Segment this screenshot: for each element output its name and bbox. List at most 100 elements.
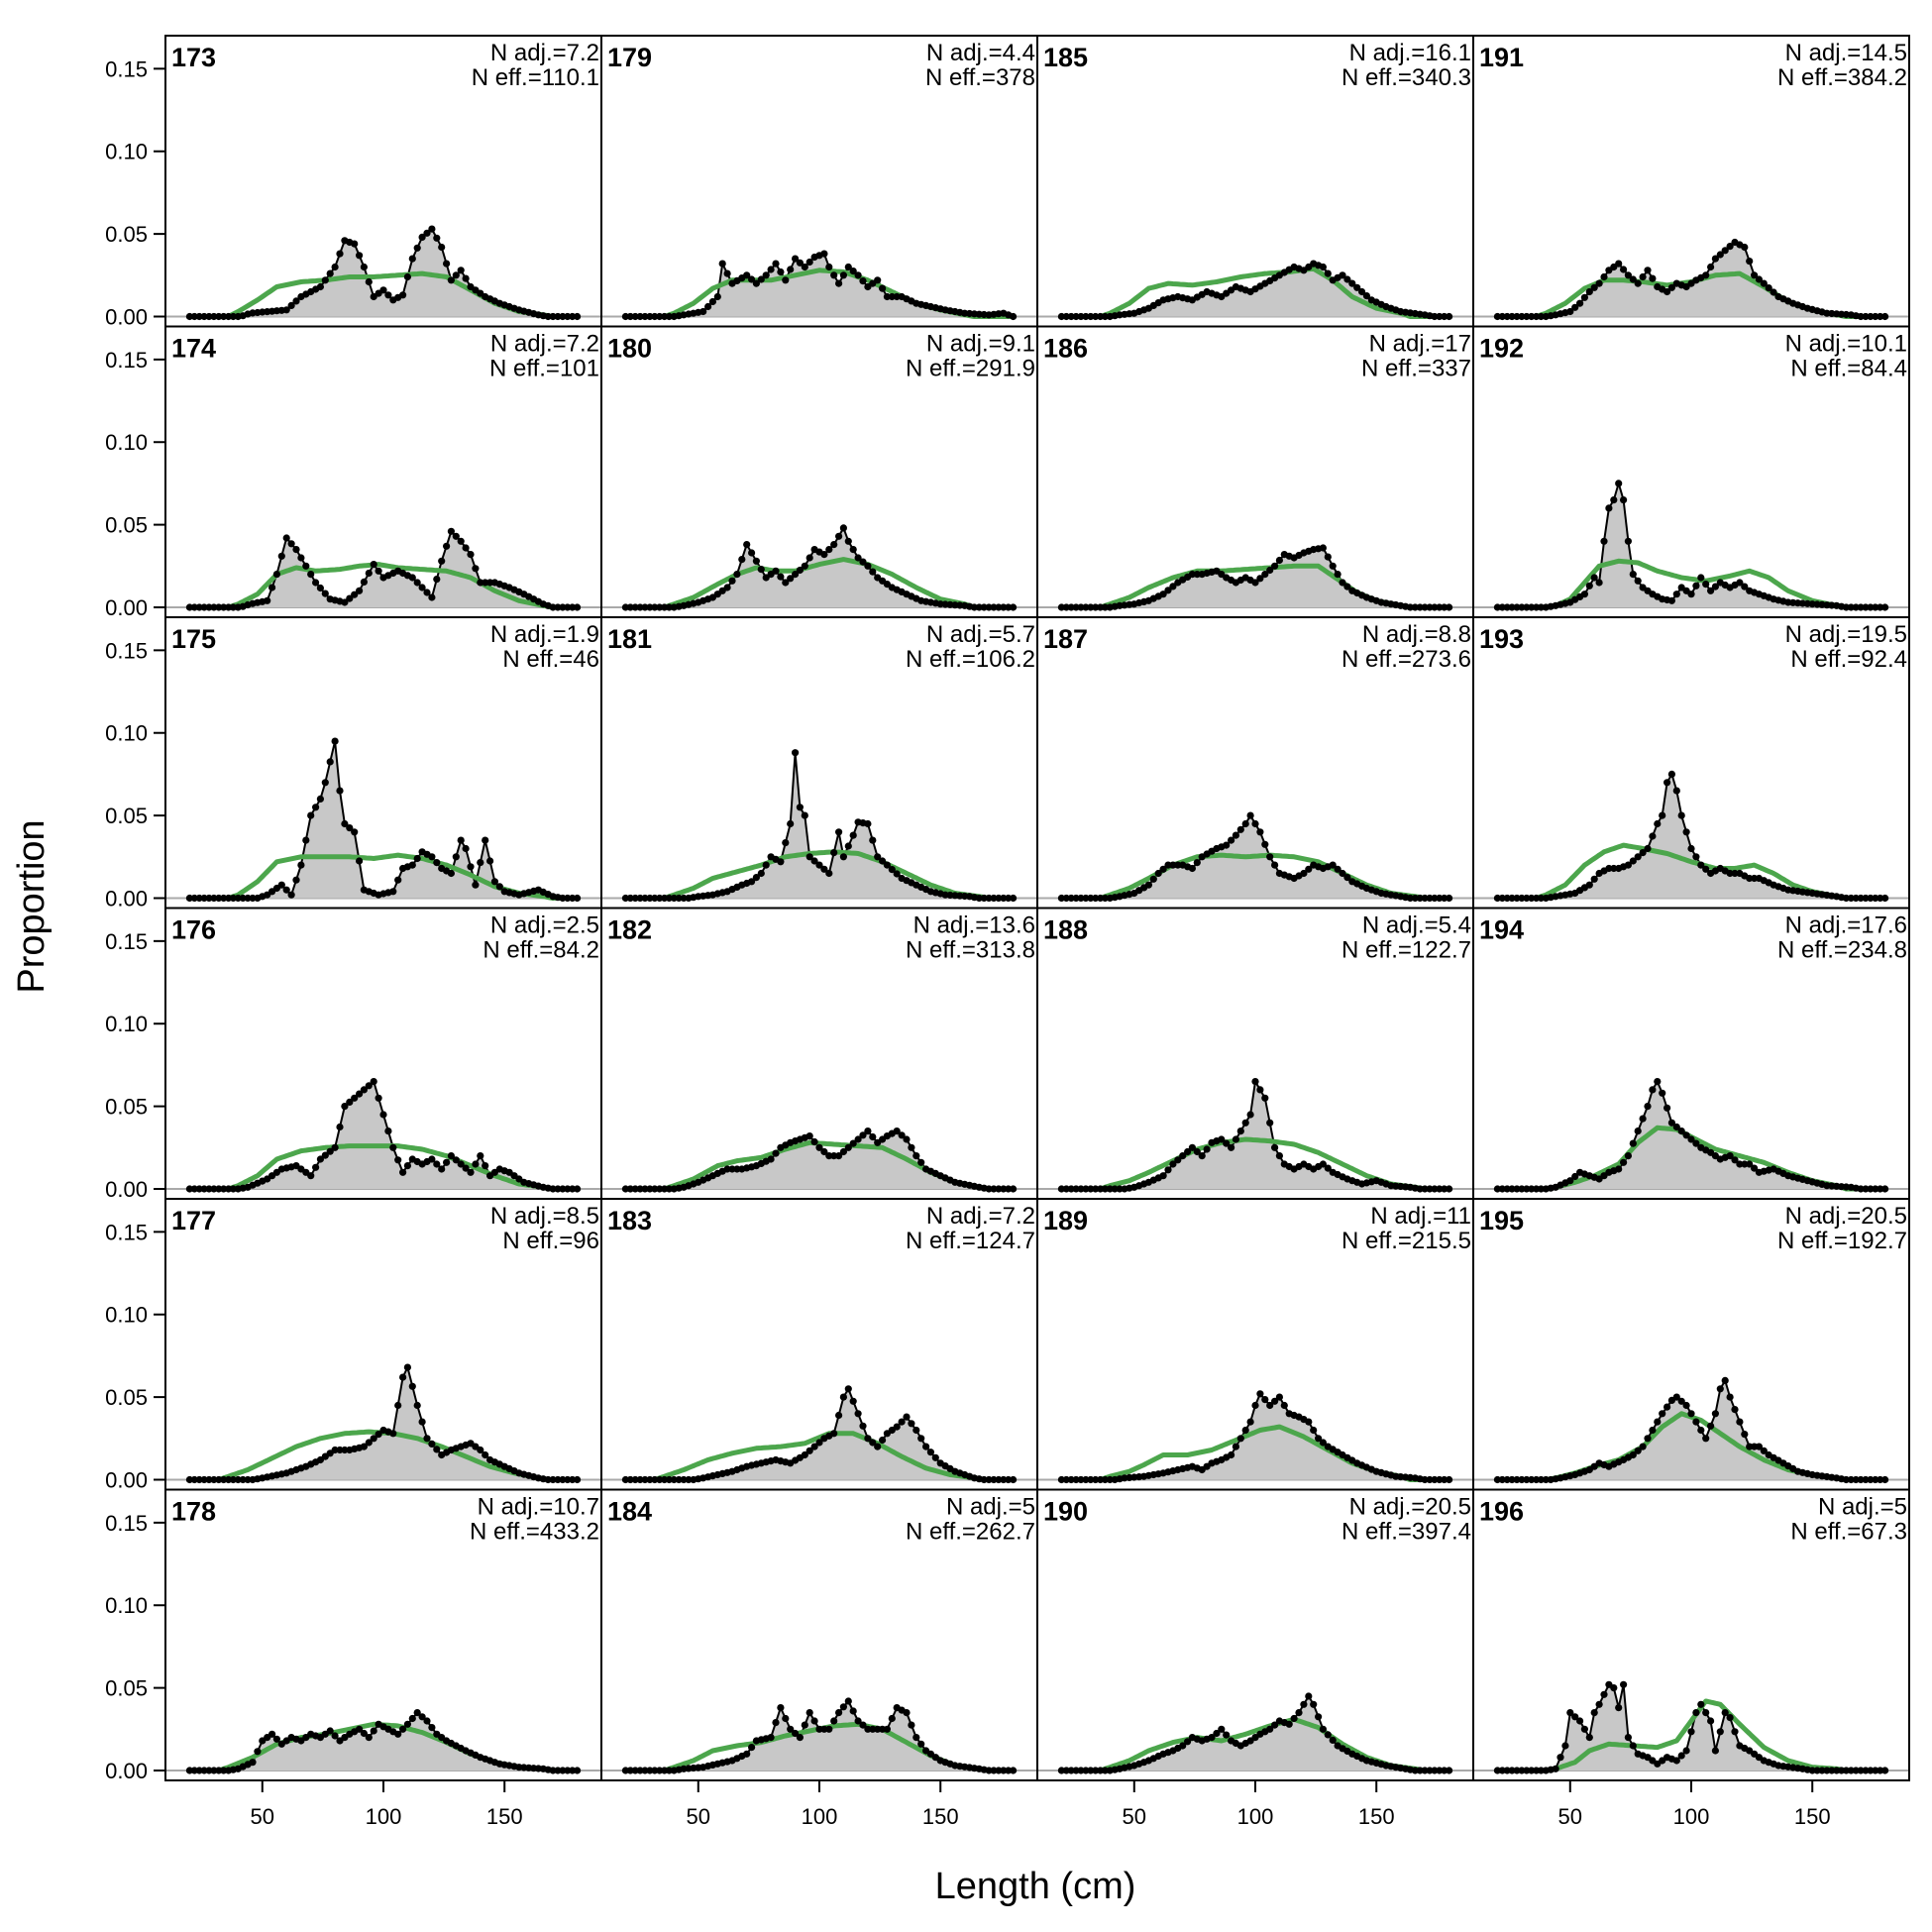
observed-point: [1687, 1135, 1695, 1143]
observed-point: [1639, 1443, 1647, 1450]
observed-point: [805, 554, 813, 562]
observed-point: [917, 1158, 925, 1166]
observed-point: [1624, 1734, 1632, 1742]
observed-point: [1266, 1119, 1274, 1127]
observed-point: [375, 1094, 382, 1102]
observed-point: [1305, 865, 1313, 873]
observed-point: [898, 1418, 906, 1426]
observed-point: [1339, 869, 1346, 878]
observed-point: [1726, 243, 1734, 251]
observed-point: [1324, 553, 1332, 561]
observed-point: [321, 779, 329, 787]
observed-point: [413, 1709, 421, 1717]
n-eff-label: N eff.=262.7: [906, 1519, 1035, 1546]
observed-point: [1324, 269, 1332, 277]
panel-label: 188: [1043, 915, 1088, 945]
observed-point: [718, 260, 726, 268]
observed-point: [428, 593, 436, 601]
panel-label: 176: [171, 915, 216, 945]
observed-point: [1726, 1393, 1734, 1401]
observed-point: [1672, 1123, 1680, 1131]
observed-point: [433, 576, 441, 584]
observed-point: [1285, 1720, 1293, 1728]
observed-point: [370, 1727, 377, 1735]
panel-185: 185 N adj.=16.1N eff.=340.3: [1036, 35, 1474, 328]
observed-point: [1188, 864, 1196, 873]
observed-point: [801, 1450, 808, 1459]
n-adj-label: N adj.=11: [1370, 1203, 1471, 1230]
observed-point: [268, 584, 276, 591]
observed-point: [1149, 875, 1157, 883]
observed-point: [326, 758, 334, 766]
observed-point: [1620, 496, 1628, 504]
observed-point: [1682, 1401, 1690, 1410]
observed-point: [1702, 1435, 1710, 1443]
observed-point: [452, 1156, 460, 1164]
y-tick-label: 0.00: [105, 1177, 148, 1202]
n-eff-label: N eff.=96: [502, 1228, 599, 1254]
n-adj-label: N adj.=7.2: [490, 40, 599, 66]
expected-line: [625, 849, 1014, 901]
observed-point: [796, 566, 805, 575]
observed-point: [767, 1155, 775, 1163]
observed-point: [825, 263, 833, 271]
observed-point: [346, 594, 354, 602]
observed-point: [399, 1373, 407, 1381]
y-tick-label: 0.15: [105, 1220, 148, 1244]
observed-point: [433, 1446, 441, 1453]
observed-point: [1639, 1115, 1647, 1123]
expected-line: [189, 1143, 578, 1192]
observed-point: [1711, 1410, 1719, 1418]
observed-point: [1010, 312, 1018, 321]
observed-point: [1692, 1139, 1700, 1147]
y-tick-label: 0.15: [105, 638, 148, 663]
observed-point: [912, 1734, 920, 1742]
observed-point: [312, 579, 320, 587]
observed-point: [1881, 603, 1889, 611]
observed-point: [849, 1397, 857, 1405]
observed-point: [1271, 1721, 1279, 1729]
n-adj-label: N adj.=10.7: [478, 1494, 599, 1521]
observed-point: [316, 584, 324, 592]
n-adj-label: N adj.=7.2: [926, 1203, 1035, 1230]
observed-point: [1595, 1700, 1603, 1708]
observed-point: [801, 811, 808, 819]
observed-point: [341, 819, 349, 828]
observed-point: [341, 598, 349, 606]
observed-point: [1751, 1164, 1759, 1172]
y-tick-label: 0.10: [105, 430, 148, 455]
observed-point: [1585, 1734, 1593, 1742]
observed-point: [413, 1401, 421, 1410]
observed-point: [772, 1149, 780, 1157]
observed-point: [443, 260, 451, 268]
observed-point: [326, 1147, 334, 1155]
observed-point: [1605, 504, 1613, 512]
observed-point: [699, 307, 707, 316]
panel-label: 187: [1043, 624, 1088, 654]
x-tick-label: 150: [922, 1804, 959, 1829]
observed-area: [625, 1388, 1014, 1480]
observed-point: [1624, 1152, 1632, 1160]
observed-point: [1232, 1443, 1239, 1450]
n-eff-label: N eff.=215.5: [1342, 1228, 1471, 1254]
observed-point: [356, 1725, 364, 1733]
observed-point: [888, 866, 896, 874]
observed-point: [1590, 1709, 1598, 1717]
observed-point: [1174, 1156, 1182, 1164]
observed-point: [389, 1143, 397, 1151]
observed-point: [399, 1725, 407, 1733]
observed-point: [893, 1423, 901, 1431]
observed-point: [408, 255, 416, 263]
x-tick-label: 150: [486, 1804, 523, 1829]
n-adj-label: N adj.=5.7: [926, 621, 1035, 648]
x-tick-label: 150: [1358, 1804, 1395, 1829]
panel-177: 177 N adj.=8.5N eff.=96: [164, 1198, 602, 1491]
observed-point: [1654, 1418, 1662, 1426]
observed-point: [931, 1453, 939, 1461]
observed-point: [443, 542, 451, 550]
observed-point: [1644, 1435, 1652, 1443]
observed-point: [743, 541, 751, 549]
observed-point: [782, 1714, 790, 1723]
observed-point: [1218, 1725, 1226, 1733]
